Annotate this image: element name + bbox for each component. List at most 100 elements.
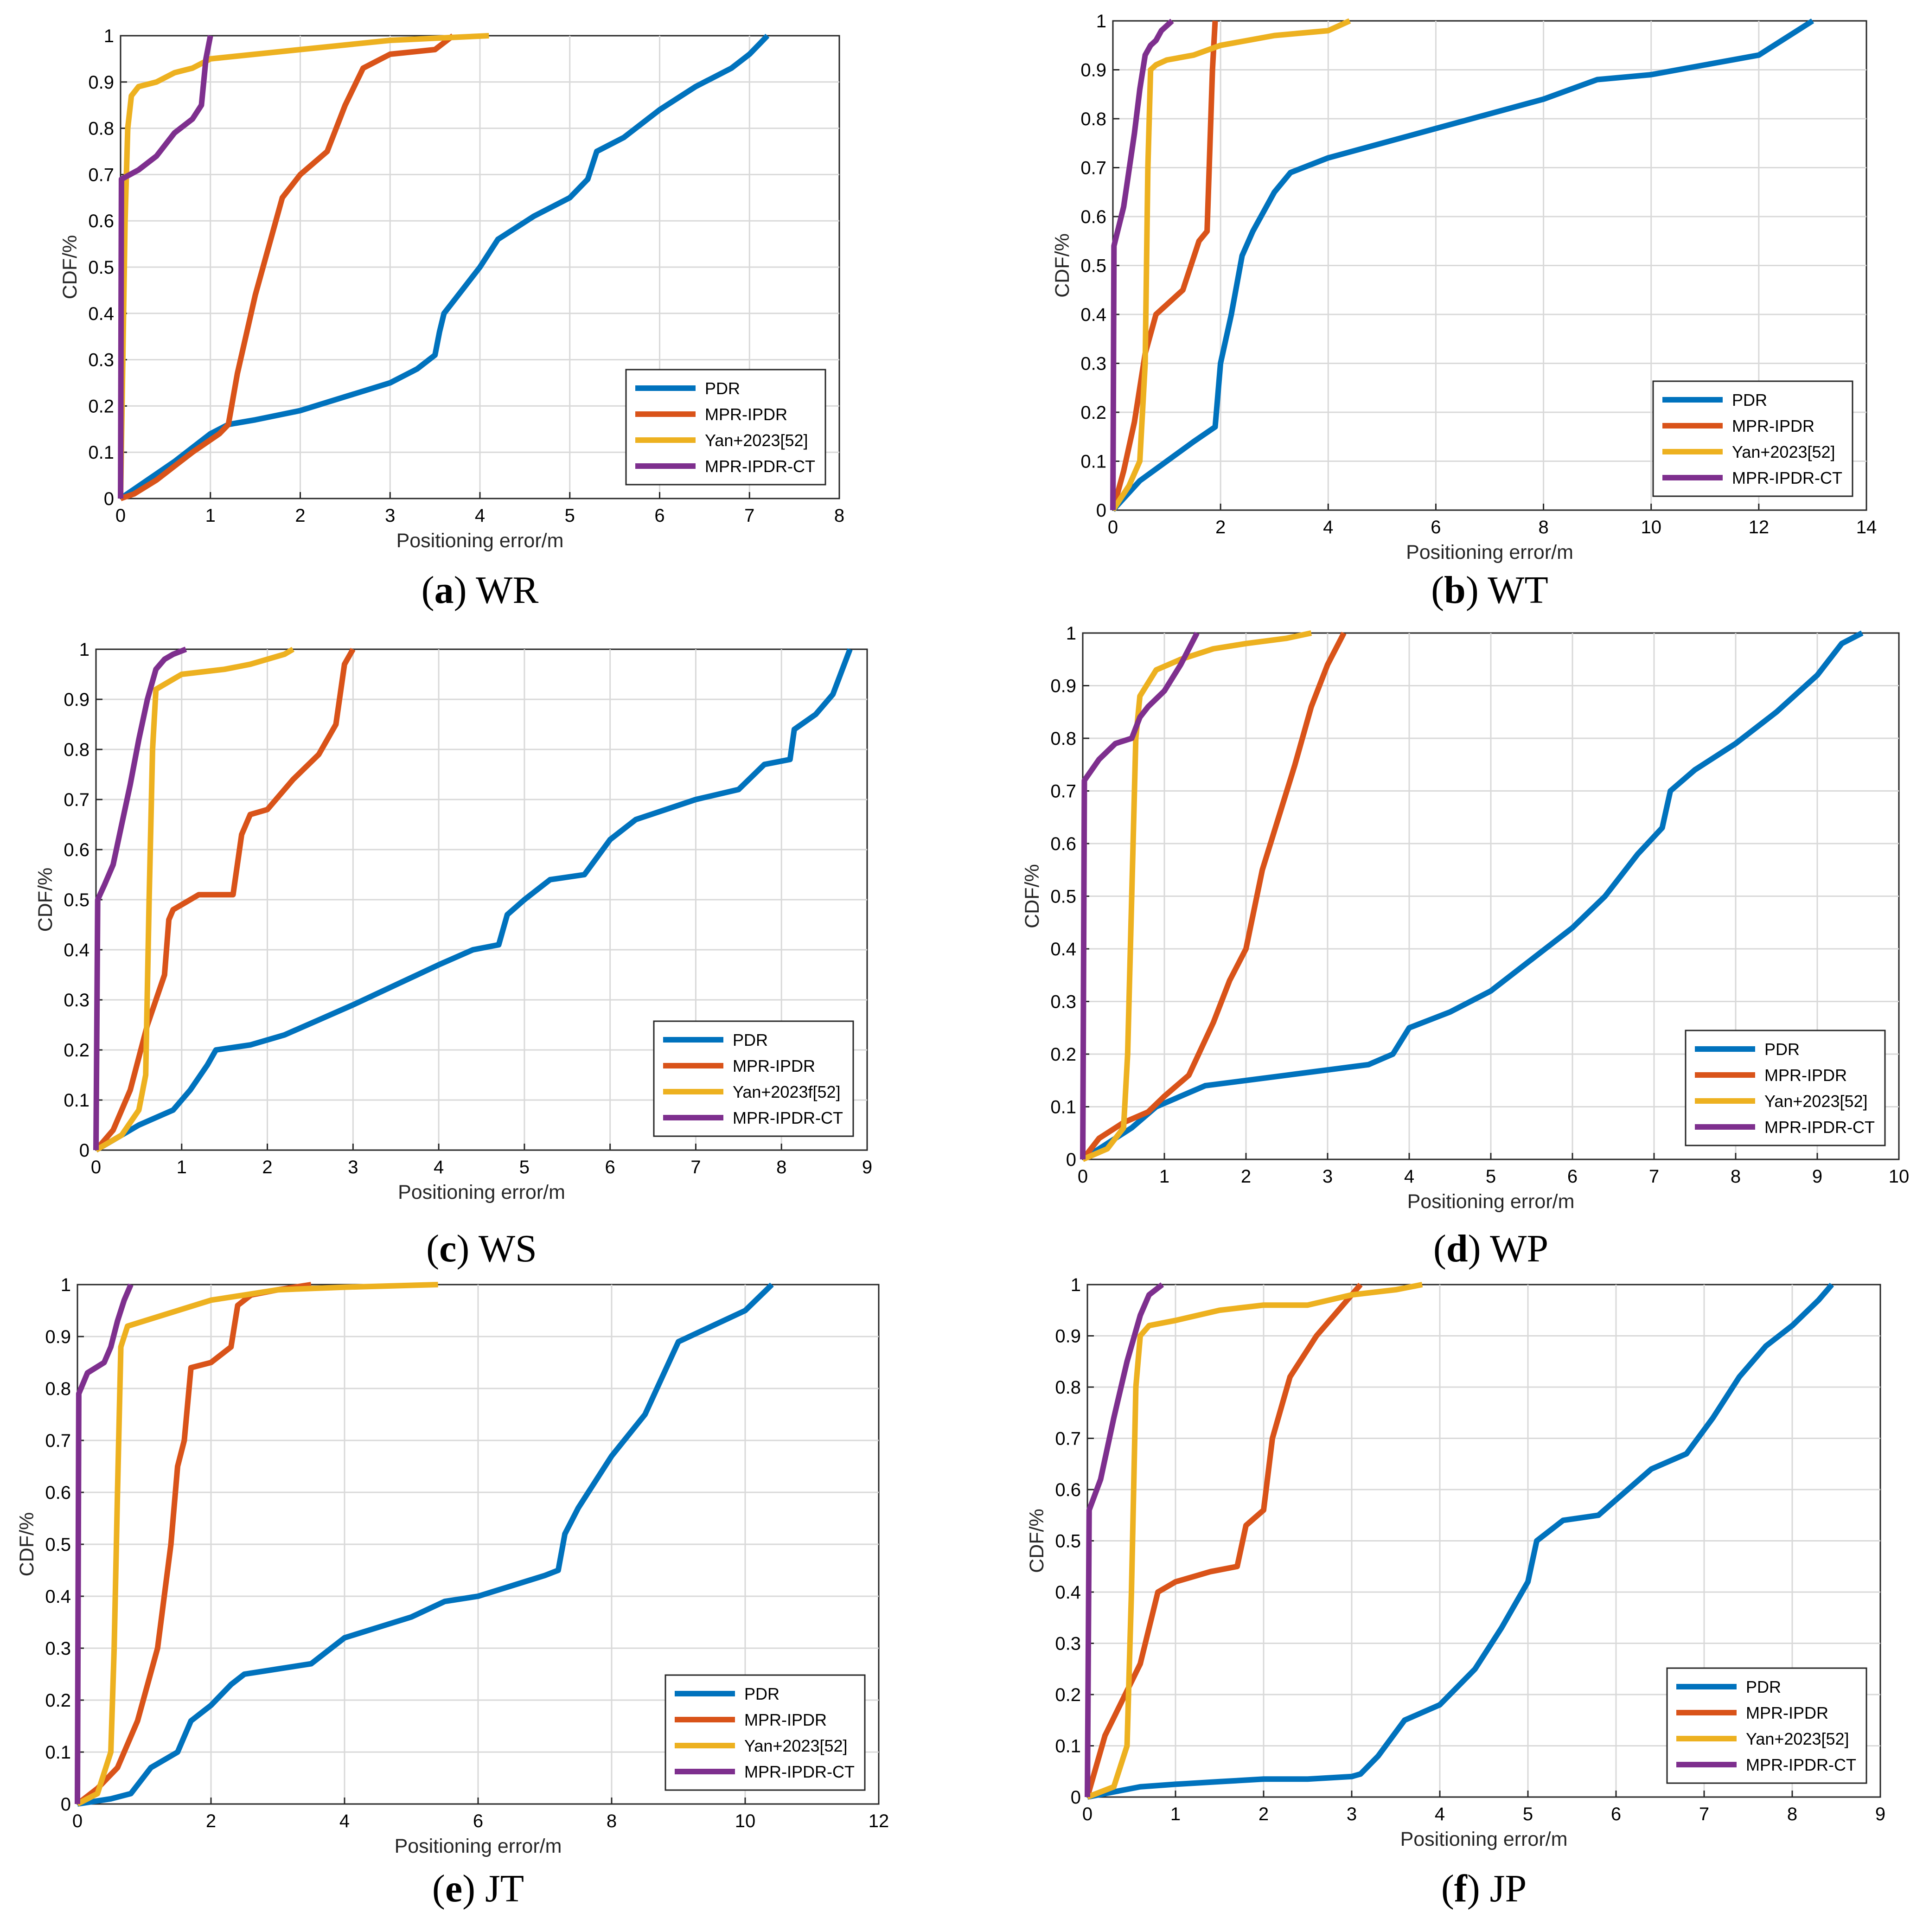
panel-caption: (d) WP (1433, 1227, 1548, 1270)
x-tick-label: 6 (1431, 517, 1441, 537)
legend-label: PDR (1746, 1677, 1781, 1696)
x-tick-label: 6 (654, 505, 664, 526)
x-tick-label: 7 (744, 505, 754, 526)
x-tick-label: 9 (862, 1157, 872, 1177)
x-tick-label: 5 (1486, 1166, 1496, 1187)
y-tick-label: 0.3 (1050, 992, 1076, 1012)
x-axis-label: Positioning error/m (1406, 541, 1573, 563)
legend-label: PDR (705, 379, 740, 398)
series-line-yan-2023-52- (1086, 1282, 1423, 1800)
chart-panel-a: 0 1 2 3 4 5 6 7 8 0 0.1 0.2 0.3 0.4 0.5 0.6 0.7 0.8 0.9 1 Po… (59, 26, 844, 612)
x-tick-label: 1 (1170, 1804, 1181, 1824)
y-axis-label: CDF/% (59, 235, 81, 300)
x-tick-label: 8 (1787, 1804, 1797, 1824)
series-line-mpr-ipdr (120, 33, 455, 501)
y-tick-label: 0.2 (45, 1690, 71, 1711)
x-tick-label: 2 (1241, 1166, 1251, 1187)
series-line-mpr-ipdr (76, 1282, 312, 1806)
x-tick-label: 8 (607, 1811, 617, 1831)
chart-panel-d: 0 1 2 3 4 5 6 7 8 9 10 0 0.1 0.2 0.3 0.4 0.5 0.6 0.7 0.8 0.9… (1021, 623, 1909, 1270)
y-tick-label: 0.1 (1055, 1736, 1081, 1757)
series-line-mpr-ipdr-ct (1110, 19, 1174, 511)
series-line-pdr (94, 648, 853, 1153)
y-axis-label: CDF/% (1051, 233, 1073, 298)
x-tick-label: 1 (205, 505, 216, 526)
x-tick-label: 10 (1889, 1166, 1910, 1187)
y-tick-label: 0.7 (64, 790, 89, 810)
y-tick-label: 0.8 (1055, 1377, 1081, 1398)
y-tick-label: 0.9 (45, 1327, 71, 1347)
x-tick-label: 0 (1108, 517, 1118, 537)
x-tick-label: 10 (1641, 517, 1661, 537)
series-line-mpr-ipdr (1080, 632, 1347, 1161)
x-tick-label: 12 (869, 1811, 889, 1831)
y-axis-label: CDF/% (1021, 864, 1043, 928)
x-tick-label: 8 (776, 1157, 786, 1177)
y-tick-label: 0.6 (45, 1483, 71, 1503)
y-tick-label: 0.4 (64, 940, 89, 960)
x-tick-label: 10 (735, 1811, 756, 1831)
y-tick-label: 0.5 (64, 890, 89, 910)
y-tick-label: 0.8 (45, 1379, 71, 1399)
legend: PDR MPR-IPDR Yan+2023[52] MPR-IPDR-CT (1685, 1030, 1886, 1146)
legend-label: MPR-IPDR-CT (744, 1762, 855, 1781)
x-axis-label: Positioning error/m (1407, 1190, 1575, 1213)
y-tick-label: 0.4 (1055, 1582, 1081, 1603)
y-tick-label: 0.8 (1080, 109, 1106, 129)
legend-label: MPR-IPDR (744, 1710, 827, 1729)
x-tick-label: 1 (177, 1157, 187, 1177)
panel-caption: (b) WT (1431, 569, 1548, 612)
x-tick-label: 6 (1611, 1804, 1621, 1824)
series-group (93, 646, 853, 1153)
legend-label: MPR-IPDR-CT (1746, 1755, 1856, 1774)
series-line-yan-2023-52- (118, 33, 489, 499)
x-tick-label: 7 (690, 1157, 701, 1177)
x-tick-label: 4 (1323, 517, 1333, 537)
x-tick-label: 6 (473, 1811, 483, 1831)
x-tick-label: 7 (1699, 1804, 1709, 1824)
legend-label: Yan+2023[52] (1764, 1092, 1868, 1111)
x-tick-label: 4 (1435, 1804, 1445, 1824)
legend-label: Yan+2023[52] (1732, 442, 1835, 461)
x-tick-label: 2 (1215, 517, 1226, 537)
series-line-yan-2023-52- (1110, 18, 1351, 512)
y-tick-label: 0.4 (1050, 939, 1076, 960)
legend-label: MPR-IPDR-CT (1764, 1118, 1875, 1137)
y-tick-label: 0 (1066, 1150, 1076, 1170)
y-tick-label: 0.5 (1050, 887, 1076, 907)
legend: PDR MPR-IPDR Yan+2023f[52] MPR-IPDR-CT (653, 1020, 854, 1137)
y-tick-label: 1 (1096, 11, 1106, 32)
series-line-mpr-ipdr-ct (75, 1283, 134, 1804)
y-tick-label: 0.2 (64, 1040, 89, 1061)
series-line-yan-2023f-52- (94, 646, 295, 1153)
y-tick-label: 0.4 (1080, 305, 1106, 325)
legend: PDR MPR-IPDR Yan+2023[52] MPR-IPDR-CT (1666, 1667, 1867, 1784)
legend: PDR MPR-IPDR Yan+2023[52] MPR-IPDR-CT (664, 1674, 866, 1791)
legend-label: MPR-IPDR (733, 1056, 815, 1075)
x-tick-label: 3 (1347, 1804, 1357, 1824)
y-tick-label: 1 (104, 26, 114, 46)
x-tick-label: 2 (206, 1811, 216, 1831)
y-tick-label: 0.3 (45, 1638, 71, 1659)
y-tick-label: 0.4 (45, 1587, 71, 1607)
panel-caption: (e) JT (432, 1867, 524, 1910)
legend-label: Yan+2023[52] (744, 1736, 848, 1755)
y-tick-label: 0.5 (1080, 256, 1106, 276)
y-tick-label: 0 (1096, 500, 1106, 521)
series-group (1085, 1282, 1834, 1800)
y-axis-label: CDF/% (16, 1512, 38, 1577)
y-tick-label: 0.6 (1050, 834, 1076, 854)
y-tick-label: 0.5 (88, 257, 114, 278)
x-tick-label: 3 (348, 1157, 358, 1177)
series-group (1080, 630, 1864, 1162)
y-tick-label: 0.7 (1080, 158, 1106, 179)
legend-label: MPR-IPDR (705, 405, 787, 424)
x-tick-label: 2 (295, 505, 305, 526)
y-tick-label: 0.9 (64, 690, 89, 710)
y-tick-label: 0.2 (1050, 1044, 1076, 1065)
x-tick-label: 3 (385, 505, 395, 526)
legend-label: MPR-IPDR (1764, 1066, 1847, 1085)
series-line-mpr-ipdr-ct (93, 646, 187, 1151)
x-tick-label: 8 (1731, 1166, 1741, 1187)
